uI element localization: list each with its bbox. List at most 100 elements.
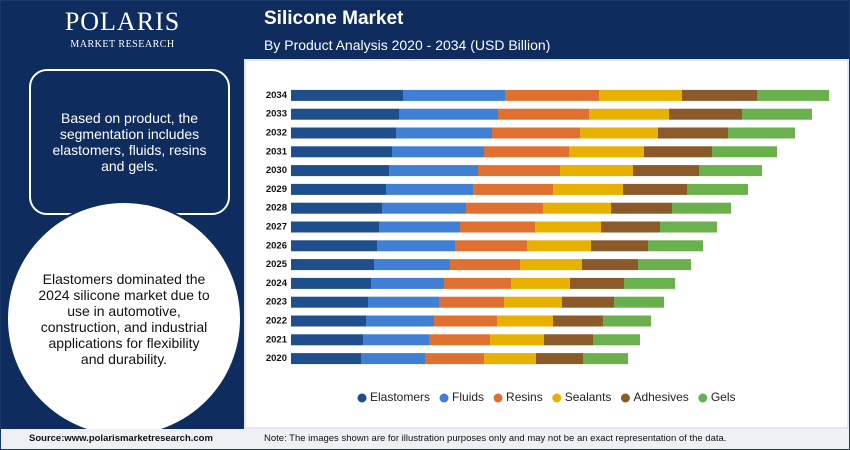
sidebar: POLARIS MARKET RESEARCH Based on product… — [1, 1, 244, 429]
bar-segment — [450, 259, 520, 271]
bar-segment — [455, 240, 527, 252]
bar-segment — [623, 183, 687, 195]
y-tick-label: 2022 — [266, 316, 287, 327]
y-tick-label: 2023 — [266, 297, 287, 308]
y-tick-label: 2024 — [266, 278, 288, 289]
bar-segment — [460, 221, 535, 233]
bar-segment — [392, 146, 484, 158]
y-tick-label: 2030 — [266, 165, 287, 176]
bar-segment — [536, 353, 583, 365]
bar-segment — [583, 353, 628, 365]
y-tick-label: 2027 — [266, 222, 287, 233]
bar-segment — [374, 259, 450, 271]
bar-segment — [291, 127, 396, 139]
y-tick-label: 2034 — [266, 90, 288, 101]
bar-segment — [363, 334, 429, 346]
bar-segment — [396, 127, 492, 139]
bar-segment — [582, 259, 638, 271]
info-box: Based on product, the segmentation inclu… — [29, 69, 230, 215]
footer: Source:www.polarismarketresearch.com Not… — [1, 429, 849, 449]
bar-segment — [361, 353, 425, 365]
bar-segment — [291, 315, 366, 327]
bar-segment — [371, 277, 444, 289]
bar-segment — [742, 108, 812, 120]
bar-segment — [291, 108, 399, 120]
bar-segment — [591, 240, 648, 252]
bar-segment — [382, 202, 466, 214]
bar-segment — [614, 296, 664, 308]
bar-segment — [490, 334, 544, 346]
y-tick-label: 2033 — [266, 109, 287, 120]
bar-segment — [505, 89, 599, 101]
bar-segment — [682, 89, 757, 101]
bar-segment — [599, 89, 682, 101]
legend-label: Elastomers — [370, 390, 430, 404]
bar-segment — [553, 183, 623, 195]
bar-segment — [386, 183, 473, 195]
chart-title: Silicone Market — [264, 8, 404, 29]
bar-segment — [291, 353, 361, 365]
bar-segment — [660, 221, 717, 233]
bar-segment — [560, 165, 633, 177]
bar-segment — [535, 221, 601, 233]
bar-segment — [498, 108, 589, 120]
bar-segment — [439, 296, 504, 308]
bar-segment — [504, 296, 562, 308]
bar-segment — [291, 277, 371, 289]
bar-segment — [466, 202, 543, 214]
bar-segment — [672, 202, 731, 214]
highlight-circle: Elastomers dominated the 2024 silicone m… — [6, 201, 242, 429]
bar-segment — [291, 183, 386, 195]
bar-segment — [434, 315, 497, 327]
bar-segment — [368, 296, 439, 308]
y-tick-label: 2028 — [266, 203, 287, 214]
bar-segment — [291, 259, 374, 271]
y-tick-label: 2021 — [266, 334, 288, 345]
bar-segment — [611, 202, 672, 214]
y-tick-label: 2032 — [266, 128, 287, 139]
legend-swatch — [698, 393, 708, 403]
y-tick-label: 2026 — [266, 240, 287, 251]
bar-segment — [291, 296, 368, 308]
bar-segment — [291, 334, 363, 346]
bar-segment — [389, 165, 478, 177]
chart-subtitle: By Product Analysis 2020 - 2034 (USD Bil… — [264, 37, 551, 53]
bar-segment — [624, 277, 675, 289]
bar-segment — [379, 221, 460, 233]
bar-segment — [473, 183, 553, 195]
bar-segment — [757, 89, 829, 101]
bar-segment — [601, 221, 660, 233]
bar-segment — [497, 315, 553, 327]
bar-segment — [366, 315, 434, 327]
bar-segment — [589, 108, 669, 120]
highlight-text: Elastomers dominated the 2024 silicone m… — [38, 271, 210, 367]
bar-segment — [478, 165, 560, 177]
bar-segment — [648, 240, 703, 252]
bar-segment — [544, 334, 593, 346]
bar-segment — [593, 334, 640, 346]
bar-segment — [553, 315, 603, 327]
bar-segment — [569, 146, 644, 158]
legend-swatch — [552, 393, 562, 403]
legend-swatch — [439, 393, 449, 403]
bar-segment — [484, 353, 536, 365]
bar-segment — [291, 165, 389, 177]
bar-segment — [633, 165, 699, 177]
bar-segment — [699, 165, 762, 177]
y-tick-label: 2025 — [266, 259, 288, 270]
bar-segment — [543, 202, 611, 214]
bar-segment — [570, 277, 624, 289]
legend-label: Adhesives — [633, 390, 688, 404]
chart: 2034 2033 2032 2031 2030 2029 2028 2027 2026 2025… — [244, 59, 849, 429]
bar-segment — [580, 127, 658, 139]
legend-swatch — [493, 393, 503, 403]
header: Silicone Market By Product Analysis 2020… — [244, 1, 849, 59]
bar-segment — [658, 127, 728, 139]
y-tick-label: 2031 — [266, 146, 288, 157]
legend-swatch — [357, 393, 367, 403]
bar-segment — [603, 315, 651, 327]
bar-segment — [291, 202, 382, 214]
bar-segment — [425, 353, 484, 365]
bar-segment — [728, 127, 795, 139]
